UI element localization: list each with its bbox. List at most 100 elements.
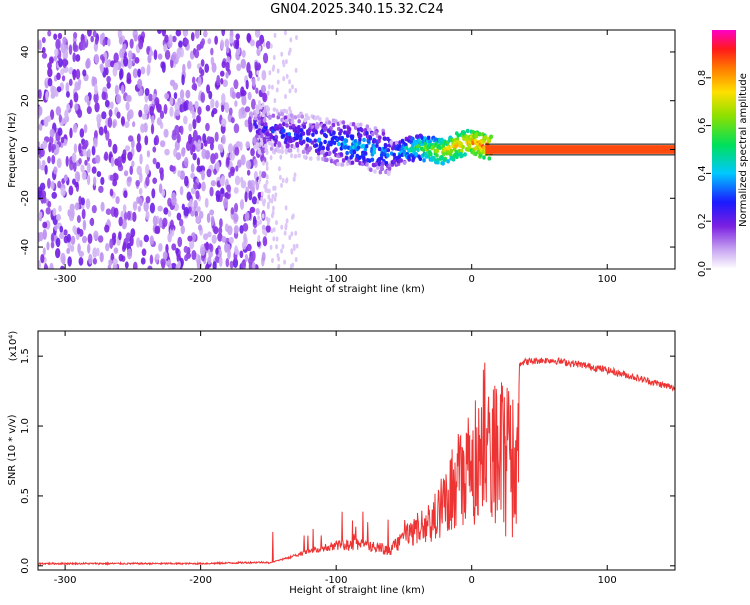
noise-cell — [293, 172, 297, 178]
noise-cell — [233, 213, 239, 223]
noise-cell — [191, 76, 196, 85]
noise-cell — [213, 168, 218, 175]
noise-cell — [87, 148, 91, 158]
noise-cell — [257, 148, 261, 154]
colorbar-tick-label: 0.2 — [697, 213, 708, 229]
noise-cell — [292, 245, 296, 251]
noise-cell — [118, 216, 123, 227]
signal-cell — [426, 135, 431, 141]
noise-cell — [74, 81, 79, 91]
noise-cell — [262, 41, 266, 47]
signal-cell — [347, 127, 351, 133]
noise-cell — [194, 49, 200, 59]
noise-cell — [42, 221, 48, 229]
noise-cell — [283, 230, 287, 236]
signal-cell — [417, 138, 421, 143]
noise-cell — [209, 209, 215, 216]
noise-cell — [205, 263, 210, 269]
signal-cell — [346, 145, 351, 150]
noise-cell — [60, 68, 65, 75]
snr-y-axis-label: SNR (10 * v/v) — [7, 414, 18, 485]
signal-cell — [276, 126, 280, 131]
noise-cell — [268, 70, 272, 76]
noise-cell — [210, 153, 216, 165]
signal-cell — [321, 150, 325, 155]
noise-cell — [197, 139, 202, 151]
signal-cell — [318, 116, 322, 122]
noise-cell — [240, 180, 247, 189]
noise-cell — [265, 224, 271, 233]
noise-cell — [272, 227, 276, 233]
signal-cell — [446, 159, 450, 164]
noise-cell — [105, 58, 109, 70]
signal-cell — [259, 141, 264, 146]
noise-cell — [221, 134, 226, 145]
noise-cell — [146, 65, 150, 77]
noise-cell — [71, 152, 77, 163]
noise-cell — [285, 178, 288, 184]
noise-cell — [259, 219, 262, 225]
noise-cell — [82, 69, 87, 77]
x-tick-label: -300 — [54, 274, 77, 285]
noise-cell — [139, 239, 143, 248]
noise-cell — [146, 150, 151, 158]
noise-cell — [210, 47, 214, 56]
noise-cell — [183, 157, 189, 168]
noise-cell — [262, 160, 265, 166]
signal-cell — [302, 154, 307, 159]
noise-cell — [87, 233, 93, 244]
noise-cell — [140, 66, 146, 75]
noise-cell — [72, 70, 76, 81]
signal-cell — [467, 143, 472, 148]
noise-cell — [230, 117, 235, 124]
signal-cell — [381, 161, 385, 166]
signal-cell — [488, 134, 493, 140]
signal-cell — [295, 135, 299, 141]
noise-cell — [183, 101, 188, 112]
noise-cell — [291, 262, 295, 268]
noise-cell — [289, 37, 293, 43]
signal-cell — [375, 143, 379, 148]
noise-cell — [158, 243, 163, 252]
noise-cell — [84, 94, 90, 103]
noise-cell — [249, 206, 256, 214]
noise-cell — [251, 98, 256, 110]
y-tick-label: 0 — [20, 146, 31, 152]
noise-cell — [138, 39, 144, 50]
noise-cell — [179, 89, 185, 100]
noise-cell — [77, 108, 83, 118]
noise-cell — [157, 30, 162, 35]
noise-cell — [221, 93, 226, 104]
noise-cell — [280, 248, 283, 254]
noise-cell — [275, 87, 279, 93]
signal-cell — [350, 136, 354, 141]
signal-cell — [418, 156, 423, 162]
signal-cell — [449, 148, 454, 154]
noise-cell — [177, 260, 181, 269]
signal-cell — [297, 124, 301, 130]
noise-cell — [220, 77, 224, 85]
noise-cell — [145, 210, 150, 220]
noise-cell — [74, 181, 79, 188]
noise-cell — [135, 179, 141, 187]
noise-cell — [188, 123, 193, 132]
noise-cell — [122, 241, 127, 251]
noise-cell — [57, 32, 63, 40]
noise-cell — [69, 99, 73, 109]
signal-cell — [367, 127, 372, 132]
noise-cell — [171, 35, 177, 43]
noise-cell — [226, 46, 230, 54]
noise-cell — [218, 226, 223, 235]
signal-cell — [402, 160, 407, 165]
noise-cell — [109, 174, 115, 181]
noise-cell — [209, 186, 214, 197]
noise-cell — [240, 89, 247, 97]
noise-cell — [190, 32, 195, 42]
noise-cell — [225, 258, 230, 268]
snr-frame — [37, 330, 676, 571]
noise-cell — [61, 75, 66, 82]
noise-cell — [145, 164, 150, 176]
noise-cell — [42, 228, 48, 240]
noise-cell — [96, 171, 102, 178]
signal-cell — [314, 143, 319, 148]
